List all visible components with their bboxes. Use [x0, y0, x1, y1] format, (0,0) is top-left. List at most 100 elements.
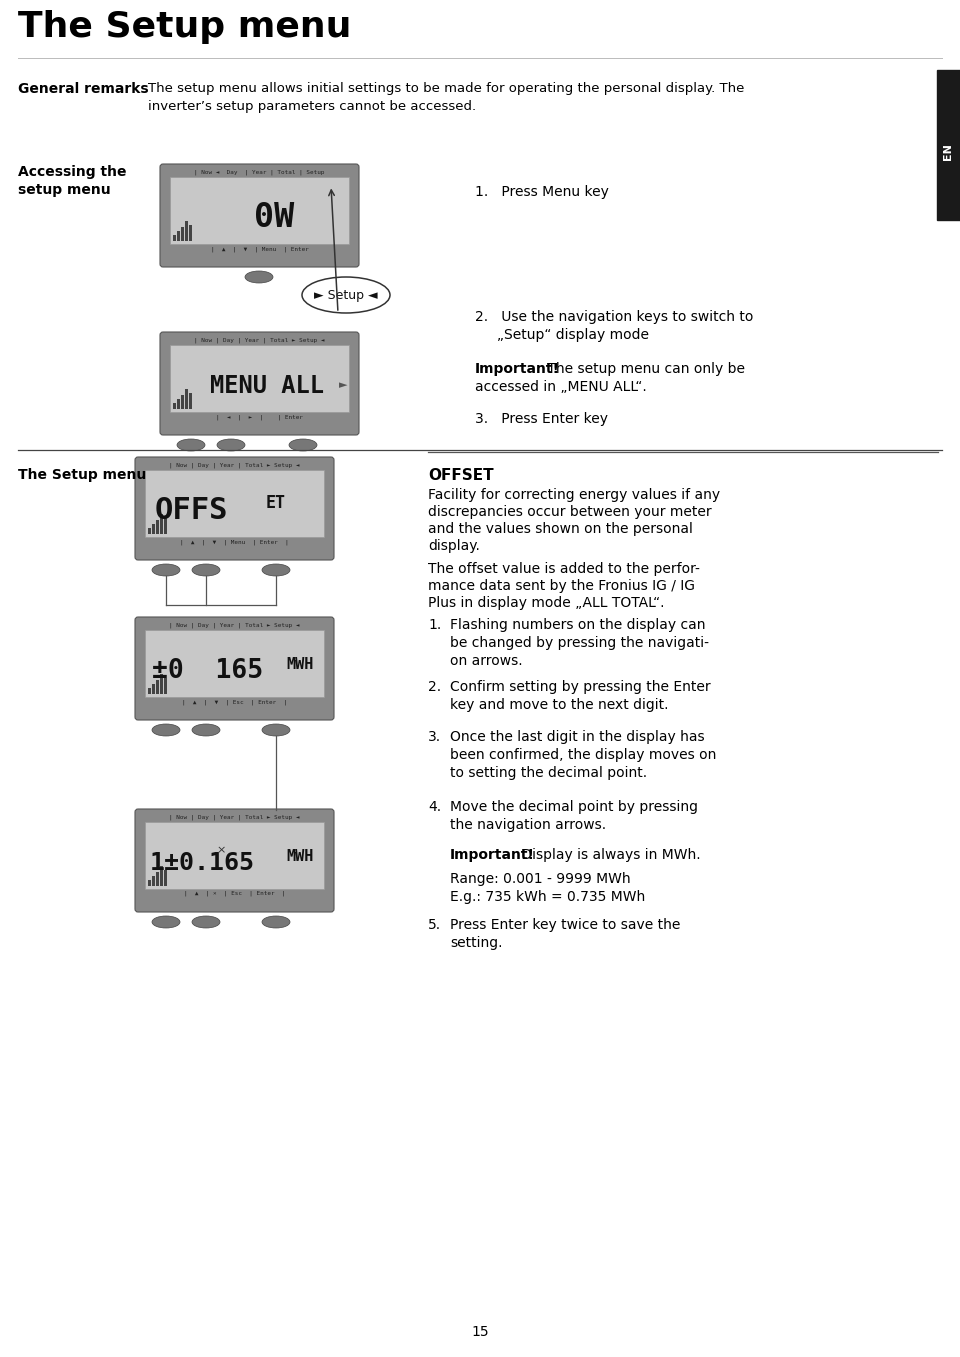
- Text: 4.: 4.: [428, 801, 442, 814]
- Text: 1.: 1.: [428, 617, 442, 632]
- Text: ► Setup ◄: ► Setup ◄: [314, 289, 378, 301]
- Text: setting.: setting.: [450, 936, 502, 950]
- Text: |  ▲  |  ▼  | Menu  | Enter  |: | ▲ | ▼ | Menu | Enter |: [180, 539, 289, 544]
- Text: 2.: 2.: [428, 680, 442, 693]
- Ellipse shape: [152, 725, 180, 735]
- Ellipse shape: [262, 725, 290, 735]
- Text: MWH: MWH: [286, 849, 313, 864]
- Text: Facility for correcting energy values if any: Facility for correcting energy values if…: [428, 489, 720, 502]
- Text: on arrows.: on arrows.: [450, 654, 522, 668]
- Text: accessed in „MENU ALL“.: accessed in „MENU ALL“.: [475, 380, 647, 394]
- Text: Plus in display mode „ALL TOTAL“.: Plus in display mode „ALL TOTAL“.: [428, 596, 664, 611]
- Bar: [173, 403, 176, 408]
- Ellipse shape: [217, 440, 245, 451]
- Text: OFFS: OFFS: [155, 497, 228, 525]
- Bar: [156, 520, 159, 535]
- Ellipse shape: [262, 916, 290, 928]
- FancyBboxPatch shape: [937, 71, 960, 220]
- Text: | Now | Day | Year | Total ► Setup ◄: | Now | Day | Year | Total ► Setup ◄: [169, 622, 300, 627]
- Ellipse shape: [302, 277, 390, 313]
- Bar: [181, 395, 184, 408]
- Ellipse shape: [262, 565, 290, 575]
- FancyBboxPatch shape: [170, 345, 349, 413]
- Bar: [185, 389, 188, 408]
- Text: MENU ALL: MENU ALL: [210, 373, 324, 398]
- Bar: [177, 399, 180, 408]
- Bar: [185, 221, 188, 242]
- Text: key and move to the next digit.: key and move to the next digit.: [450, 697, 668, 712]
- Text: |  ◄  |  ►  |    | Enter: | ◄ | ► | | Enter: [216, 414, 303, 419]
- Text: ±0  165: ±0 165: [152, 658, 263, 684]
- FancyBboxPatch shape: [135, 457, 334, 560]
- FancyBboxPatch shape: [160, 164, 359, 267]
- FancyBboxPatch shape: [170, 176, 349, 244]
- Bar: [189, 394, 192, 408]
- Bar: [152, 524, 155, 535]
- Ellipse shape: [152, 916, 180, 928]
- Ellipse shape: [192, 565, 220, 575]
- Text: ET: ET: [266, 494, 286, 512]
- Text: Flashing numbers on the display can: Flashing numbers on the display can: [450, 617, 706, 632]
- Text: The Setup menu: The Setup menu: [18, 468, 146, 482]
- Text: OFFSET: OFFSET: [428, 468, 493, 483]
- Bar: [160, 514, 163, 535]
- Bar: [156, 680, 159, 693]
- Text: | Now | Day | Year | Total ► Setup ◄: | Now | Day | Year | Total ► Setup ◄: [169, 461, 300, 468]
- Text: | Now | Day | Year | Total ► Setup ◄: | Now | Day | Year | Total ► Setup ◄: [194, 337, 324, 342]
- Text: 1±0.165: 1±0.165: [150, 851, 255, 874]
- Ellipse shape: [192, 725, 220, 735]
- Text: inverter’s setup parameters cannot be accessed.: inverter’s setup parameters cannot be ac…: [148, 100, 476, 113]
- Bar: [160, 866, 163, 886]
- Bar: [148, 688, 151, 693]
- Bar: [152, 877, 155, 886]
- Bar: [173, 235, 176, 242]
- Text: The Setup menu: The Setup menu: [18, 9, 351, 43]
- Text: |  ▲  |  ▼  | Menu  | Enter: | ▲ | ▼ | Menu | Enter: [210, 246, 308, 251]
- Text: 15: 15: [471, 1324, 489, 1339]
- FancyBboxPatch shape: [145, 470, 324, 537]
- Bar: [177, 231, 180, 242]
- Bar: [164, 678, 167, 693]
- Text: be changed by pressing the navigati-: be changed by pressing the navigati-: [450, 636, 709, 650]
- Text: General remarks: General remarks: [18, 81, 149, 96]
- Ellipse shape: [289, 440, 317, 451]
- Bar: [164, 870, 167, 886]
- Text: 5.: 5.: [428, 917, 442, 932]
- FancyBboxPatch shape: [135, 809, 334, 912]
- Text: |  ▲  |  ▼  | Esc  | Enter  |: | ▲ | ▼ | Esc | Enter |: [182, 699, 287, 704]
- Text: and the values shown on the personal: and the values shown on the personal: [428, 522, 693, 536]
- Bar: [164, 518, 167, 535]
- Text: Accessing the: Accessing the: [18, 166, 127, 179]
- Text: MWH: MWH: [286, 657, 313, 672]
- Bar: [160, 674, 163, 693]
- Text: ►: ►: [339, 380, 348, 391]
- Text: discrepancies occur between your meter: discrepancies occur between your meter: [428, 505, 711, 518]
- Text: 3.: 3.: [428, 730, 442, 744]
- FancyBboxPatch shape: [145, 630, 324, 697]
- Text: The offset value is added to the perfor-: The offset value is added to the perfor-: [428, 562, 700, 575]
- Text: The setup menu allows initial settings to be made for operating the personal dis: The setup menu allows initial settings t…: [148, 81, 744, 95]
- Bar: [148, 879, 151, 886]
- Bar: [152, 684, 155, 693]
- FancyBboxPatch shape: [145, 822, 324, 889]
- Text: EN: EN: [943, 144, 953, 160]
- Text: Range: 0.001 - 9999 MWh: Range: 0.001 - 9999 MWh: [450, 873, 631, 886]
- Text: Important!: Important!: [450, 848, 535, 862]
- Text: | Now ◄  Day  | Year | Total | Setup: | Now ◄ Day | Year | Total | Setup: [194, 170, 324, 175]
- Text: Press Enter key twice to save the: Press Enter key twice to save the: [450, 917, 681, 932]
- Bar: [148, 528, 151, 535]
- Text: to setting the decimal point.: to setting the decimal point.: [450, 765, 647, 780]
- Ellipse shape: [245, 271, 273, 284]
- Bar: [156, 873, 159, 886]
- Text: Display is always in MWh.: Display is always in MWh.: [517, 848, 701, 862]
- Text: E.g.: 735 kWh = 0.735 MWh: E.g.: 735 kWh = 0.735 MWh: [450, 890, 645, 904]
- Text: ×: ×: [216, 845, 226, 855]
- Ellipse shape: [177, 440, 205, 451]
- Bar: [189, 225, 192, 242]
- Text: been confirmed, the display moves on: been confirmed, the display moves on: [450, 748, 716, 763]
- FancyBboxPatch shape: [160, 332, 359, 436]
- Text: 0W: 0W: [254, 201, 295, 233]
- Text: Important!: Important!: [475, 362, 560, 376]
- Text: Once the last digit in the display has: Once the last digit in the display has: [450, 730, 705, 744]
- Text: The setup menu can only be: The setup menu can only be: [543, 362, 745, 376]
